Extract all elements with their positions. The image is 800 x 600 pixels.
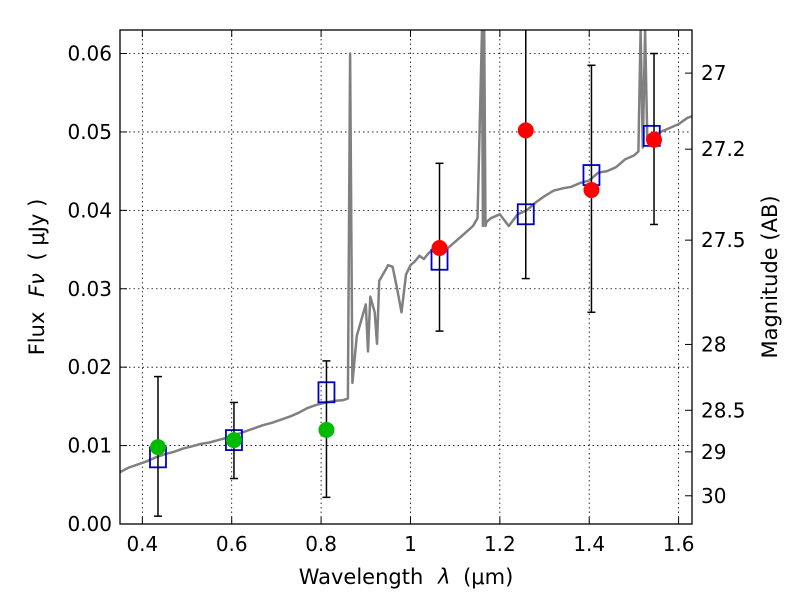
observed-point xyxy=(583,181,600,198)
data-layer xyxy=(120,30,692,517)
y-tick-label: 0.01 xyxy=(67,434,112,458)
plot-area xyxy=(120,30,692,517)
observed-point xyxy=(149,439,166,456)
x-tick-label: 0.6 xyxy=(216,532,248,556)
y-tick-label: 0.03 xyxy=(67,277,112,301)
observed-point xyxy=(646,131,663,148)
x-tick-label: 1.2 xyxy=(484,532,516,556)
grid-lines xyxy=(120,30,692,524)
observed-point xyxy=(431,239,448,256)
x-tick-label: 1.4 xyxy=(573,532,605,556)
y-tick-label: 0.02 xyxy=(67,355,112,379)
x-tick-label: 0.4 xyxy=(126,532,158,556)
y-tick-label: 0.06 xyxy=(67,42,112,66)
x-tick-label: 1 xyxy=(404,532,417,556)
x-axis-label: Wavelength λ (μm) xyxy=(299,565,514,589)
y-tick-label: 0.05 xyxy=(67,120,112,144)
x-tick-label: 0.8 xyxy=(305,532,337,556)
plot-frame xyxy=(119,29,693,525)
y2-axis-label: Magnitude (AB) xyxy=(758,195,782,358)
observed-point xyxy=(517,122,534,139)
y2-tick-label: 27.2 xyxy=(701,137,746,161)
y2-tick-label: 30 xyxy=(701,484,726,508)
y2-tick-label: 27 xyxy=(701,61,726,85)
observed-point xyxy=(318,421,335,438)
y2-tick-label: 29 xyxy=(701,440,726,464)
axis-ticks: 0.4 0.6 0.8 1 1.2 1.4 1.6 0.00 0.01 0.02 0.03 0.04 0… xyxy=(67,30,746,556)
y2-tick-label: 28 xyxy=(701,332,726,356)
y-axis-label: Flux Fν ( μJy ) xyxy=(25,199,49,356)
y2-tick-label: 27.5 xyxy=(701,228,746,252)
y-tick-label: 0.00 xyxy=(67,512,112,536)
y2-tick-label: 28.5 xyxy=(701,398,746,422)
sed-line xyxy=(120,30,692,474)
x-tick-label: 1.6 xyxy=(663,532,695,556)
y-tick-label: 0.04 xyxy=(67,198,112,222)
observed-point xyxy=(225,432,242,449)
